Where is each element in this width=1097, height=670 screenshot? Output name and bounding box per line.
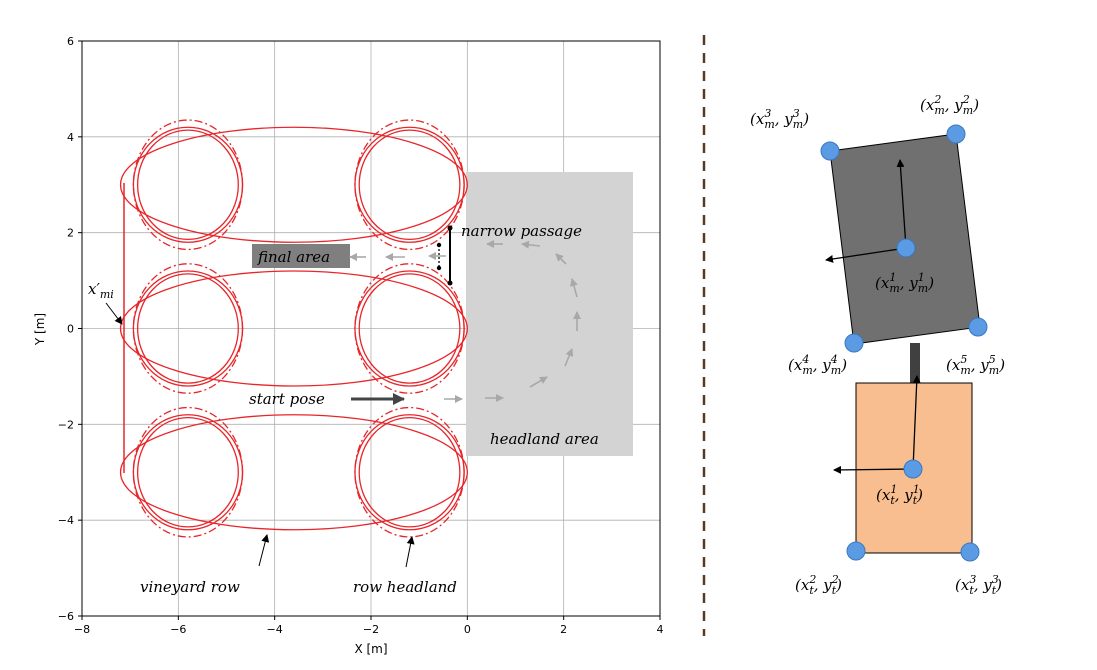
vineyard-row-ellipse <box>119 126 468 243</box>
row-headland-inner <box>136 416 239 528</box>
row-headland-dashdot <box>354 406 465 538</box>
narrow-passage-dot-bottom <box>436 265 442 271</box>
y-tick-label: −4 <box>58 514 74 527</box>
narrow-passage-dot-top <box>436 242 442 248</box>
trailer-point-t2 <box>846 541 866 561</box>
row-headland-inner <box>358 416 461 528</box>
headland-path-arrows <box>349 240 581 403</box>
trailer-lateral-arrow <box>833 465 914 474</box>
row-headland-inner <box>358 273 461 384</box>
trailer-heading-arrow <box>912 375 921 470</box>
narrow-passage-endpoint-bottom <box>447 280 453 286</box>
x-tick-label: 4 <box>657 623 664 636</box>
trailer-point-t1 <box>903 459 923 479</box>
headland-area-label: headland area <box>490 430 599 448</box>
row-headland-label: row headland <box>353 578 457 596</box>
path-arrow <box>521 240 541 249</box>
row-headland-circle <box>132 414 244 531</box>
x-tick-label: −8 <box>74 623 90 636</box>
coordinate-label-t3: (x3 t, y3 t) <box>955 573 1002 597</box>
x-axis-label: X [m] <box>354 642 387 656</box>
coordinate-label-t1: (x1 t, y1 t) <box>876 483 923 507</box>
tractor-point-m1 <box>896 238 916 258</box>
headland-area <box>466 172 633 456</box>
coordinate-label-m1: (x1 m, y1 m) <box>875 271 934 295</box>
x-tick-label: −2 <box>363 623 379 636</box>
path-arrow <box>555 253 567 265</box>
vineyard-row-arrow <box>258 534 270 567</box>
y-tick-label: −2 <box>58 418 74 431</box>
path-arrow <box>570 278 578 298</box>
y-tick-label: 6 <box>67 35 74 48</box>
x-tick-label: −4 <box>267 623 283 636</box>
row-headland-inner <box>358 129 461 241</box>
x-mi-label: x′mi <box>88 280 114 301</box>
vineyard-row-ellipse <box>119 414 468 531</box>
vineyard-row-label: vineyard row <box>140 578 240 596</box>
tractor-point-m3 <box>820 141 840 161</box>
row-headland-dashdot <box>132 263 244 394</box>
coordinate-labels: (x1 m, y1 m) (x2 m, y2 m) (x3 m, y3 m) (x4 m, y4 m)… <box>750 93 1005 597</box>
tractor-point-m5 <box>968 317 988 337</box>
vineyard-rows <box>119 119 468 538</box>
row-headland-arrow <box>405 536 415 568</box>
row-headland-dashdot <box>354 119 465 251</box>
tractor-lateral-arrow <box>825 247 907 263</box>
trailer-point-t3 <box>960 542 980 562</box>
y-axis-label: Y [m] <box>33 313 47 346</box>
row-headland-circle <box>132 126 244 243</box>
tractor-heading-arrow <box>896 159 907 249</box>
y-tick-label: 4 <box>67 131 74 144</box>
final-area-box <box>252 244 350 268</box>
x-tick-label: 0 <box>464 623 471 636</box>
row-headland-dashdot <box>354 263 465 394</box>
final-area-label: final area <box>257 248 330 266</box>
row-headland-inner <box>136 129 239 241</box>
tractor-point-m4 <box>844 333 864 353</box>
narrow-passage-endpoint-top <box>447 225 453 231</box>
path-arrow <box>564 348 574 367</box>
coordinate-label-t2: (x2 t, y2 t) <box>795 573 842 597</box>
vineyard-row-ellipse <box>119 270 468 387</box>
y-tick-label: 2 <box>67 227 74 240</box>
coordinate-label-m4: (x4 m, y4 m) <box>788 353 847 377</box>
y-tick-label: −6 <box>58 610 74 623</box>
vehicle-model: (x1 m, y1 m) (x2 m, y2 m) (x3 m, y3 m) (x4 m, y4 m)… <box>750 93 1005 597</box>
x-mi-arrow <box>105 302 123 325</box>
tractor-point-m2 <box>946 124 966 144</box>
row-headland-dashdot <box>132 406 244 538</box>
coordinate-label-m3: (x3 m, y3 m) <box>750 107 809 131</box>
start-pose-label: start pose <box>249 390 325 408</box>
narrow-passage-label: narrow passage <box>461 222 582 240</box>
y-tick-label: 0 <box>67 323 74 336</box>
coordinate-label-m5: (x5 m, y5 m) <box>946 353 1005 377</box>
row-headland-dashdot <box>132 119 244 251</box>
path-arrow <box>529 376 548 388</box>
x-tick-label: 2 <box>560 623 567 636</box>
row-headland-inner <box>136 273 239 384</box>
hitch-bar <box>910 343 920 385</box>
x-tick-label: −6 <box>170 623 186 636</box>
coordinate-label-m2: (x2 m, y2 m) <box>920 93 979 117</box>
